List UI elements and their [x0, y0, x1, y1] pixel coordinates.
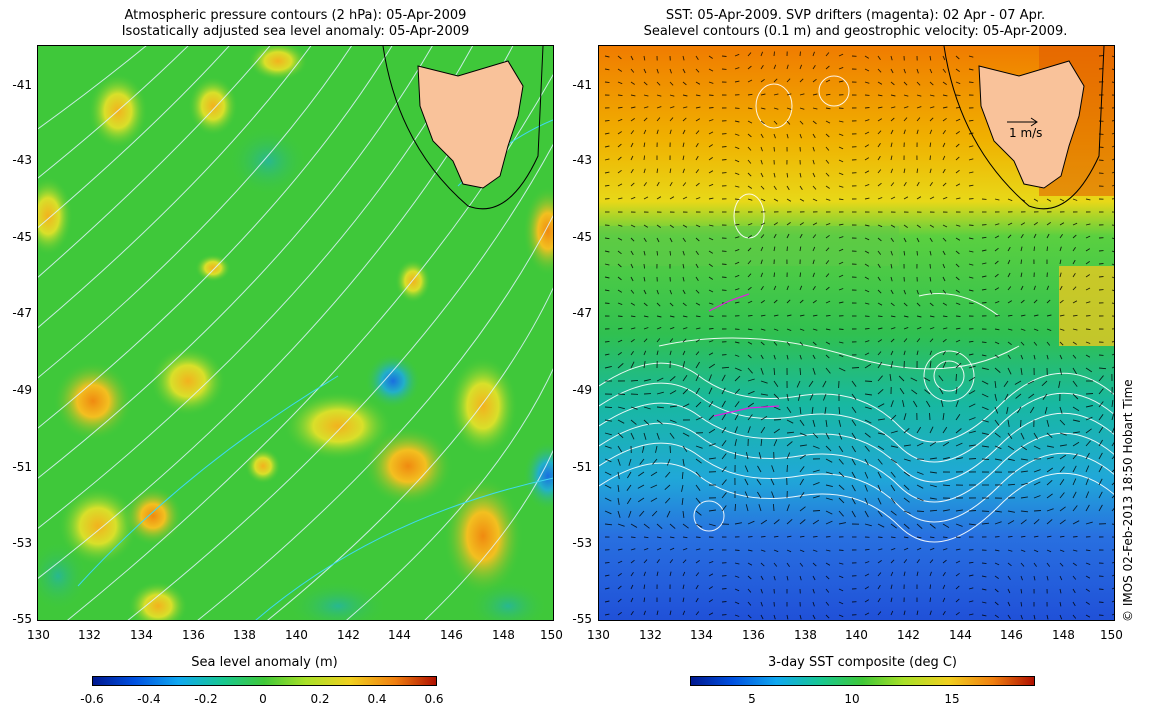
imos-credit: © IMOS 02-Feb-2013 18:50 Hobart Time — [1121, 379, 1135, 622]
left-title-line1: Atmospheric pressure contours (2 hPa): 0… — [124, 8, 467, 23]
left-colorbar-tick: -0.4 — [137, 692, 161, 706]
right-x-tick: 142 — [897, 628, 920, 642]
right-x-tick: 144 — [949, 628, 972, 642]
left-y-tick: -49 — [12, 383, 32, 397]
right-x-tick: 134 — [690, 628, 713, 642]
left-x-tick: 140 — [285, 628, 308, 642]
sla-field — [38, 46, 553, 620]
right-x-tick: 150 — [1100, 628, 1123, 642]
sea-level-anomaly-map — [37, 45, 554, 621]
right-x-tick: 140 — [845, 628, 868, 642]
left-y-tick: -45 — [12, 230, 32, 244]
right-x-tick: 130 — [587, 628, 610, 642]
left-colorbar-tick: -0.2 — [194, 692, 218, 706]
right-x-tick: 138 — [794, 628, 817, 642]
right-y-tick: -47 — [572, 306, 592, 320]
right-y-tick: -51 — [572, 460, 592, 474]
left-colorbar-tick: 0.6 — [424, 692, 444, 706]
tasmania-land — [417, 60, 524, 189]
right-colorbar-tick: 5 — [748, 692, 756, 706]
left-colorbar-tick: 0 — [259, 692, 267, 706]
right-title-line1: SST: 05-Apr-2009. SVP drifters (magenta)… — [665, 8, 1046, 23]
right-colorbar-tick: 15 — [944, 692, 960, 706]
right-x-tick: 148 — [1052, 628, 1075, 642]
right-y-tick: -45 — [572, 230, 592, 244]
left-colorbar-tick: 0.2 — [310, 692, 330, 706]
velocity-scale-label: 1 m/s — [1009, 126, 1043, 140]
left-y-tick: -43 — [12, 153, 32, 167]
left-x-tick: 146 — [440, 628, 463, 642]
right-colorbar-label: 3-day SST composite (deg C) — [767, 655, 958, 670]
right-x-tick: 132 — [639, 628, 662, 642]
right-title-line2: Sealevel contours (0.1 m) and geostrophi… — [643, 24, 1068, 39]
left-x-tick: 144 — [388, 628, 411, 642]
left-x-tick: 134 — [130, 628, 153, 642]
velocity-arrows — [604, 51, 1114, 620]
right-x-tick: 136 — [742, 628, 765, 642]
left-title-line2: Isostatically adjusted sea level anomaly… — [121, 24, 470, 39]
left-y-tick: -55 — [12, 612, 32, 626]
right-y-tick: -49 — [572, 383, 592, 397]
left-y-tick: -41 — [12, 78, 32, 92]
left-x-tick: 136 — [182, 628, 205, 642]
left-colorbar-tick: 0.4 — [367, 692, 387, 706]
left-x-tick: 130 — [27, 628, 50, 642]
right-title: SST: 05-Apr-2009. SVP drifters (magenta)… — [598, 8, 1113, 40]
right-x-tick: 146 — [1000, 628, 1023, 642]
right-colorbar-tick: 10 — [844, 692, 860, 706]
left-y-tick: -47 — [12, 306, 32, 320]
left-x-tick: 138 — [233, 628, 256, 642]
left-x-tick: 142 — [337, 628, 360, 642]
right-y-tick: -43 — [572, 153, 592, 167]
left-colorbar-tick: -0.6 — [80, 692, 104, 706]
sst-colorbar — [690, 676, 1035, 686]
left-x-tick: 150 — [540, 628, 563, 642]
left-x-tick: 132 — [78, 628, 101, 642]
left-colorbar-label: Sea level anomaly (m) — [191, 655, 338, 670]
right-y-tick: -55 — [572, 612, 592, 626]
left-title: Atmospheric pressure contours (2 hPa): 0… — [38, 8, 553, 40]
sla-colorbar — [92, 676, 437, 686]
tasmania-land — [978, 60, 1085, 189]
right-y-tick: -53 — [572, 536, 592, 550]
left-y-tick: -51 — [12, 460, 32, 474]
left-y-tick: -53 — [12, 536, 32, 550]
sst-map: 1 m/s — [598, 45, 1115, 621]
right-y-tick: -41 — [572, 78, 592, 92]
sst-field — [599, 46, 1114, 620]
left-x-tick: 148 — [492, 628, 515, 642]
